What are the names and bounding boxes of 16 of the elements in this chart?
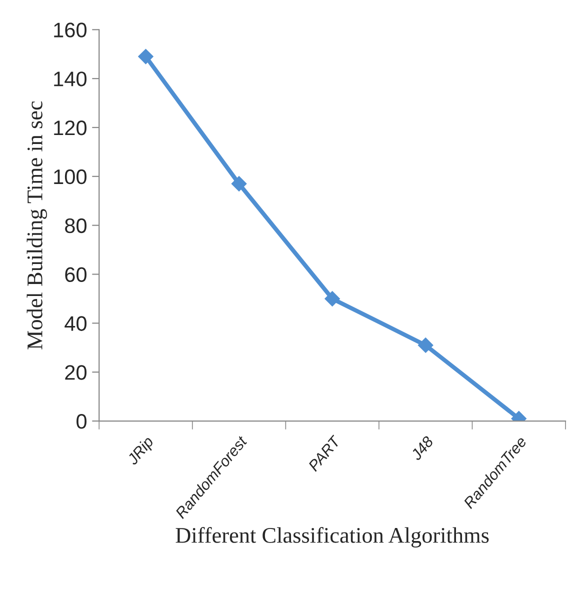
y-tick-label: 20 bbox=[65, 365, 86, 380]
y-tick-label: 60 bbox=[65, 267, 86, 282]
y-tick-label: 160 bbox=[54, 22, 86, 38]
y-tick-label: 120 bbox=[54, 120, 86, 136]
y-tick-label: 40 bbox=[64, 316, 86, 331]
x-axis-title: Different Classification Algorithms bbox=[176, 527, 489, 548]
point bbox=[138, 48, 154, 64]
y-tick-label: 80 bbox=[65, 218, 86, 234]
point bbox=[418, 338, 434, 353]
y-tick-label: 100 bbox=[54, 169, 86, 184]
y-tick-label: 140 bbox=[54, 72, 86, 86]
point bbox=[324, 291, 340, 306]
point bbox=[231, 176, 247, 192]
y-tick-label: 0 bbox=[76, 414, 86, 429]
x-tick-label: J48 bbox=[410, 435, 434, 462]
y-axis-title: Model Building Time in sec bbox=[26, 101, 47, 350]
